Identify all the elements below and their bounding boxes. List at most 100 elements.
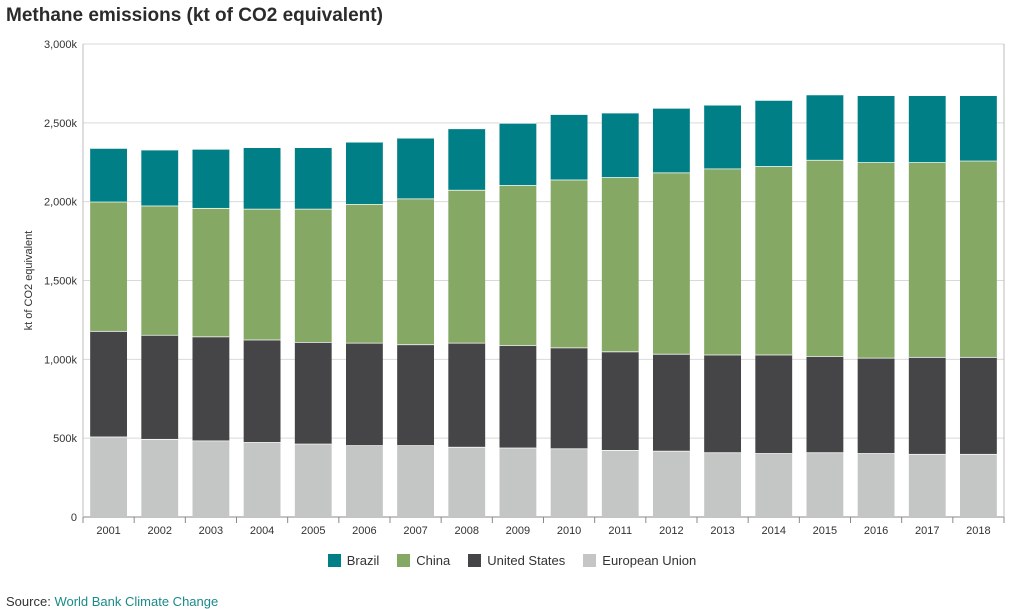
x-tick-label: 2003 [199,525,223,537]
bar-segment [192,440,230,517]
bar-segment [294,147,332,209]
x-tick-label: 2001 [96,525,120,537]
axes: 0 500k 1,000k 1,500k 2,000k 2,500k 3,000k 2001 2… [44,39,1005,537]
bar-segment [345,342,383,446]
bar-segment [192,148,230,208]
bar-segment [908,95,946,163]
bar-segment [141,438,179,517]
bar-segment [294,443,332,517]
legend-item[interactable]: United States [468,553,565,568]
bar-segment [397,137,435,199]
bar-segment [243,147,281,209]
bar-segment [806,159,844,357]
bar-segment [959,453,997,517]
bar-segment [90,436,128,517]
bar-segment [448,189,486,343]
legend-label: China [416,553,451,568]
bar-segment [908,356,946,454]
bar-segment [550,448,588,517]
bar-segment [294,341,332,444]
bar-segment [755,99,793,167]
bar-segment [294,208,332,342]
bar-segment [908,453,946,517]
bar-segment [243,442,281,517]
bar-segment [550,179,588,348]
bar-segment [704,104,742,169]
y-tick-label: 1,500k [44,276,78,288]
bar-segment [857,453,895,517]
bar-segment [755,453,793,517]
bar-segment [141,205,179,335]
x-tick-label: 2008 [455,525,479,537]
bar-segment [345,445,383,517]
bar-segment [90,330,128,437]
y-tick-label: 500k [53,433,77,445]
bar-segment [857,95,895,163]
bar-segment [90,148,128,202]
bar-segment [448,342,486,447]
y-axis-label: kt of CO2 equivalent [23,231,35,331]
legend-swatch [583,554,597,567]
bar-segment [601,449,639,517]
x-tick-label: 2007 [403,525,427,537]
x-tick-label: 2016 [864,525,888,537]
legend-swatch [397,554,411,567]
x-tick-label: 2017 [915,525,939,537]
bar-segment [192,207,230,337]
bar-segment [652,450,690,517]
bar-segment [652,107,690,173]
bar-segment [345,141,383,205]
x-tick-label: 2013 [710,525,734,537]
legend-item[interactable]: European Union [583,553,696,568]
x-tick-label: 2010 [557,525,581,537]
legend-item[interactable]: China [397,553,450,568]
y-tick-label: 2,500k [44,118,78,130]
bar-segment [397,344,435,446]
x-tick-label: 2009 [506,525,530,537]
y-tick-label: 1,000k [44,354,78,366]
bar-segment [448,128,486,190]
bar-segment [243,339,281,443]
bar-segment [397,198,435,345]
bar-segment [908,162,946,357]
y-tick-label: 0 [71,512,77,524]
bar-segment [959,160,997,357]
bar-segment [755,166,793,355]
bar-segment [550,347,588,449]
bar-segment [499,345,537,448]
x-tick-label: 2014 [762,525,786,537]
bar-segment [192,336,230,441]
bar-segment [499,122,537,186]
bar-segment [499,447,537,517]
source-link[interactable]: World Bank Climate Change [54,594,219,609]
bar-segment [704,452,742,517]
bar-segment [704,354,742,453]
bar-segment [806,356,844,453]
x-tick-label: 2002 [148,525,172,537]
bar-segment [755,354,793,454]
bar-segment [806,94,844,160]
bars [90,93,997,517]
bar-segment [141,149,179,206]
bar-segment [90,201,128,331]
chart-title: Methane emissions (kt of CO2 equivalent) [6,5,383,26]
bar-segment [806,452,844,517]
bar-segment [243,208,281,340]
y-tick-label: 2,000k [44,197,78,209]
source-label: Source: [6,594,51,609]
legend-swatch [468,554,482,567]
legend-swatch [327,554,341,567]
legend: Brazil China United States European Union [0,553,1024,568]
bar-segment [601,177,639,352]
y-tick-label: 3,000k [44,39,78,51]
bar-segment [857,357,895,454]
legend-label: European Union [602,553,697,568]
x-tick-label: 2005 [301,525,325,537]
x-tick-label: 2015 [813,525,837,537]
bar-segment [345,204,383,343]
legend-item[interactable]: Brazil [327,553,380,568]
bar-segment [550,114,588,180]
bar-segment [601,351,639,450]
legend-label: Brazil [346,553,380,568]
bar-segment [652,172,690,354]
